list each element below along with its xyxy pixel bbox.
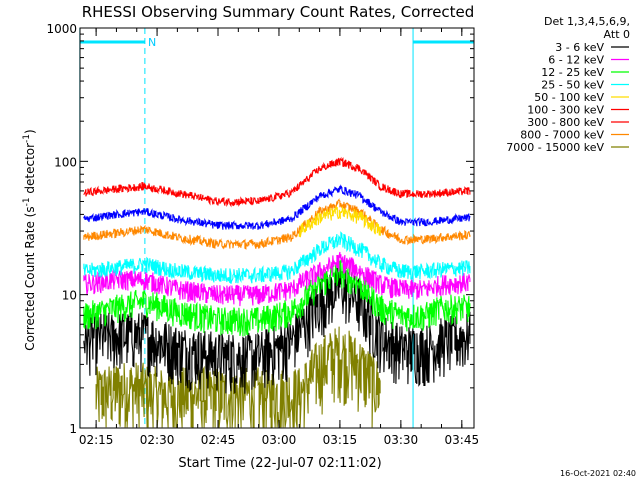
legend-label: 3 - 6 keV [555,41,604,54]
legend-header-2: Att 0 [604,28,630,41]
night-marker-label: N [148,36,156,49]
legend-label: 800 - 7000 keV [520,129,604,142]
x-tick-label: 03:45 [445,433,480,447]
legend-label: 50 - 100 keV [534,91,604,104]
legend-label: 6 - 12 keV [548,54,604,67]
y-axis-label-end: ) [23,129,37,134]
legend-label: 100 - 300 keV [527,104,604,117]
series-6-12-kev [83,251,471,307]
legend-label: 300 - 800 keV [527,116,604,129]
y-tick-label: 100 [54,155,77,169]
x-axis-label: Start Time (22-Jul-07 02:11:02) [178,456,381,471]
footer-date: 16-Oct-2021 02:40 [560,469,636,478]
y-tick-label: 1 [69,422,77,436]
y-tick-label: 1000 [46,22,77,36]
y-tick-label: 10 [62,289,77,303]
series-100-300-kev [83,156,471,208]
series-50-100-kev [298,206,381,238]
series-800-7000-kev [83,198,471,250]
legend-label: 12 - 25 keV [541,66,604,79]
x-tick-label: 03:30 [384,433,419,447]
x-tick-label: 02:45 [201,433,236,447]
y-axis-label-exp1: -1 [22,197,32,206]
series-3-6-kev [83,264,471,394]
series-blue [83,184,471,230]
y-axis-label-exp2: -1 [22,134,32,143]
chart-title: RHESSI Observing Summary Count Rates, Co… [82,3,475,21]
series-12-25-kev [83,259,471,337]
series-7000-15000-kev [95,326,381,428]
x-tick-label: 02:30 [140,433,175,447]
legend-label: 25 - 50 keV [541,79,604,92]
x-tick-label: 03:00 [262,433,297,447]
x-tick-label: 02:15 [79,433,114,447]
series-layer [83,156,471,428]
x-tick-label: 03:15 [323,433,358,447]
y-axis-label: Corrected Count Rate (s-1 detector-1) [22,129,37,350]
plot-frame [79,27,475,429]
legend-label: 7000 - 15000 keV [506,141,604,154]
axes: 1 10 100 1000 02:15 02:30 02:45 03:00 03:15 03:30… [46,22,479,447]
series-25-50-kev [83,231,471,284]
y-axis-label-mid: detector [23,143,37,198]
y-axis-label-main: Corrected Count Rate (s [23,206,37,350]
legend-header-1: Det 1,3,4,5,6,9, [544,15,630,28]
